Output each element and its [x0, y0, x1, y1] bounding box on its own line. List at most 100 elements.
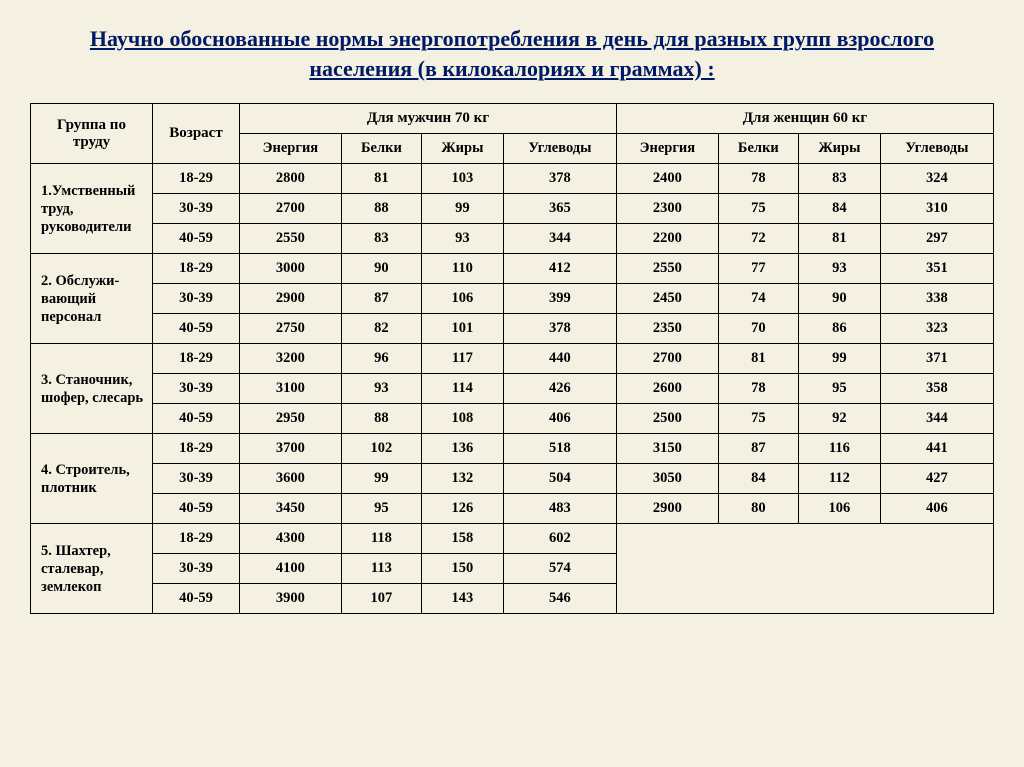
value-cell-men: 103	[421, 164, 503, 194]
value-cell-men: 114	[421, 374, 503, 404]
value-cell-women: 2450	[616, 284, 718, 314]
value-cell-women: 75	[718, 404, 798, 434]
value-cell-women: 297	[880, 224, 993, 254]
table-row: 40-59345095126483290080106406	[31, 494, 994, 524]
value-cell-men: 3600	[240, 464, 342, 494]
age-cell: 18-29	[153, 434, 240, 464]
value-cell-women: 310	[880, 194, 993, 224]
value-cell-men: 2700	[240, 194, 342, 224]
value-cell-men: 3000	[240, 254, 342, 284]
value-cell-men: 483	[503, 494, 616, 524]
age-cell: 30-39	[153, 374, 240, 404]
value-cell-women: 406	[880, 494, 993, 524]
table-row: 1.Умственн­ый труд, руководите­ли18-2928…	[31, 164, 994, 194]
value-cell-men: 107	[341, 584, 421, 614]
value-cell-men: 99	[341, 464, 421, 494]
value-cell-women: 81	[798, 224, 880, 254]
value-cell-men: 2950	[240, 404, 342, 434]
th-women: Для женщин 60 кг	[616, 104, 993, 134]
value-cell-women: 323	[880, 314, 993, 344]
value-cell-women: 92	[798, 404, 880, 434]
age-cell: 40-59	[153, 584, 240, 614]
value-cell-women: 2600	[616, 374, 718, 404]
table-row: 3. Станоч­ник, шофер, слесарь18-29320096…	[31, 344, 994, 374]
value-cell-men: 344	[503, 224, 616, 254]
table-row: 4. Строи­тель, плотник18-293700102136518…	[31, 434, 994, 464]
blank-cell	[616, 524, 993, 614]
value-cell-women: 84	[798, 194, 880, 224]
value-cell-men: 99	[421, 194, 503, 224]
age-cell: 40-59	[153, 494, 240, 524]
value-cell-men: 378	[503, 164, 616, 194]
value-cell-men: 96	[341, 344, 421, 374]
age-cell: 30-39	[153, 194, 240, 224]
value-cell-men: 378	[503, 314, 616, 344]
age-cell: 30-39	[153, 554, 240, 584]
value-cell-men: 143	[421, 584, 503, 614]
value-cell-women: 2550	[616, 254, 718, 284]
value-cell-women: 99	[798, 344, 880, 374]
value-cell-men: 412	[503, 254, 616, 284]
value-cell-men: 602	[503, 524, 616, 554]
value-cell-women: 78	[718, 164, 798, 194]
th-men: Для мужчин 70 кг	[240, 104, 617, 134]
value-cell-women: 441	[880, 434, 993, 464]
value-cell-men: 574	[503, 554, 616, 584]
value-cell-men: 365	[503, 194, 616, 224]
th-women-carbs: Углеводы	[880, 134, 993, 164]
value-cell-men: 102	[341, 434, 421, 464]
value-cell-men: 110	[421, 254, 503, 284]
value-cell-men: 546	[503, 584, 616, 614]
page-title: Научно обоснованные нормы энергопотребле…	[60, 24, 964, 83]
value-cell-women: 81	[718, 344, 798, 374]
age-cell: 40-59	[153, 314, 240, 344]
value-cell-women: 78	[718, 374, 798, 404]
table-row: 40-592550839334422007281297	[31, 224, 994, 254]
value-cell-women: 72	[718, 224, 798, 254]
value-cell-men: 113	[341, 554, 421, 584]
table-body: 1.Умственн­ый труд, руководите­ли18-2928…	[31, 164, 994, 614]
value-cell-women: 2700	[616, 344, 718, 374]
age-cell: 40-59	[153, 404, 240, 434]
value-cell-women: 84	[718, 464, 798, 494]
value-cell-women: 95	[798, 374, 880, 404]
value-cell-men: 83	[341, 224, 421, 254]
value-cell-women: 2350	[616, 314, 718, 344]
value-cell-men: 88	[341, 404, 421, 434]
value-cell-men: 101	[421, 314, 503, 344]
value-cell-men: 3700	[240, 434, 342, 464]
value-cell-women: 75	[718, 194, 798, 224]
age-cell: 40-59	[153, 224, 240, 254]
table-row: 30-39360099132504305084112427	[31, 464, 994, 494]
value-cell-men: 3900	[240, 584, 342, 614]
value-cell-men: 2750	[240, 314, 342, 344]
value-cell-men: 90	[341, 254, 421, 284]
value-cell-women: 90	[798, 284, 880, 314]
value-cell-men: 158	[421, 524, 503, 554]
value-cell-women: 2300	[616, 194, 718, 224]
value-cell-men: 118	[341, 524, 421, 554]
th-women-protein: Белки	[718, 134, 798, 164]
value-cell-women: 83	[798, 164, 880, 194]
energy-norms-table: Группа по труду Возраст Для мужчин 70 кг…	[30, 103, 994, 614]
value-cell-women: 70	[718, 314, 798, 344]
value-cell-women: 74	[718, 284, 798, 314]
value-cell-women: 427	[880, 464, 993, 494]
value-cell-men: 504	[503, 464, 616, 494]
value-cell-women: 77	[718, 254, 798, 284]
value-cell-women: 106	[798, 494, 880, 524]
value-cell-men: 3200	[240, 344, 342, 374]
value-cell-men: 95	[341, 494, 421, 524]
value-cell-women: 86	[798, 314, 880, 344]
group-label: 3. Станоч­ник, шофер, слесарь	[31, 344, 153, 434]
th-men-protein: Белки	[341, 134, 421, 164]
value-cell-men: 150	[421, 554, 503, 584]
value-cell-men: 93	[341, 374, 421, 404]
table-row: 40-5927508210137823507086323	[31, 314, 994, 344]
age-cell: 18-29	[153, 254, 240, 284]
th-men-energy: Энергия	[240, 134, 342, 164]
group-label: 4. Строи­тель, плотник	[31, 434, 153, 524]
value-cell-men: 4100	[240, 554, 342, 584]
value-cell-men: 88	[341, 194, 421, 224]
value-cell-men: 399	[503, 284, 616, 314]
